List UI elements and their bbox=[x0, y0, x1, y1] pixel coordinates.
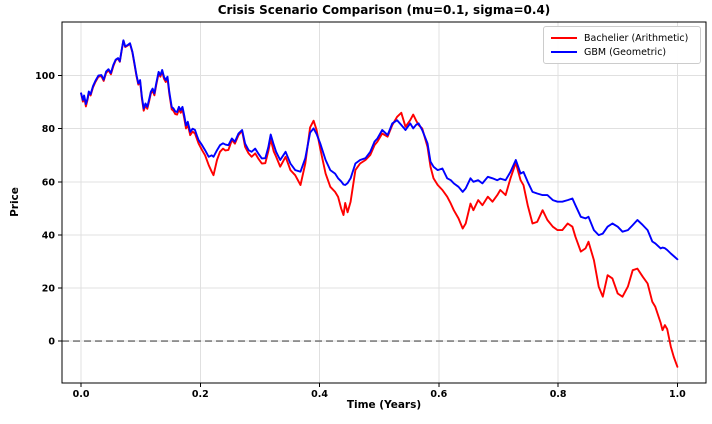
legend-label-bachelier: Bachelier (Arithmetic) bbox=[584, 32, 689, 44]
axes-spines bbox=[61, 21, 707, 384]
x-tick-label: 1.0 bbox=[669, 389, 686, 400]
bachelier-line-swatch bbox=[551, 37, 577, 39]
x-axis-label: Time (Years) bbox=[346, 399, 422, 411]
chart-title: Crisis Scenario Comparison (mu=0.1, sigm… bbox=[217, 3, 551, 17]
x-tick-label: 0.0 bbox=[73, 389, 90, 400]
y-tick-label: 80 bbox=[42, 124, 56, 135]
x-tick-label: 0.2 bbox=[192, 389, 209, 400]
x-tick-label: 0.6 bbox=[430, 389, 447, 400]
legend-label-gbm: GBM (Geometric) bbox=[584, 46, 667, 58]
gbm-series-line bbox=[80, 39, 679, 261]
y-tick-label: 0 bbox=[48, 337, 55, 348]
legend: Bachelier (Arithmetic) GBM (Geometric) bbox=[543, 26, 701, 64]
x-tick-label: 0.8 bbox=[550, 389, 567, 400]
x-tick-label: 0.4 bbox=[311, 389, 328, 400]
gbm-line-swatch bbox=[551, 51, 577, 53]
bachelier-series-line bbox=[80, 39, 679, 368]
legend-entry-bachelier: Bachelier (Arithmetic) bbox=[551, 31, 692, 45]
y-tick-label: 60 bbox=[42, 177, 56, 188]
legend-entry-gbm: GBM (Geometric) bbox=[551, 45, 692, 59]
y-tick-label: 100 bbox=[35, 71, 55, 82]
y-axis-label: Price bbox=[9, 187, 21, 217]
y-tick-label: 40 bbox=[42, 230, 56, 241]
y-tick-label: 20 bbox=[42, 283, 56, 294]
